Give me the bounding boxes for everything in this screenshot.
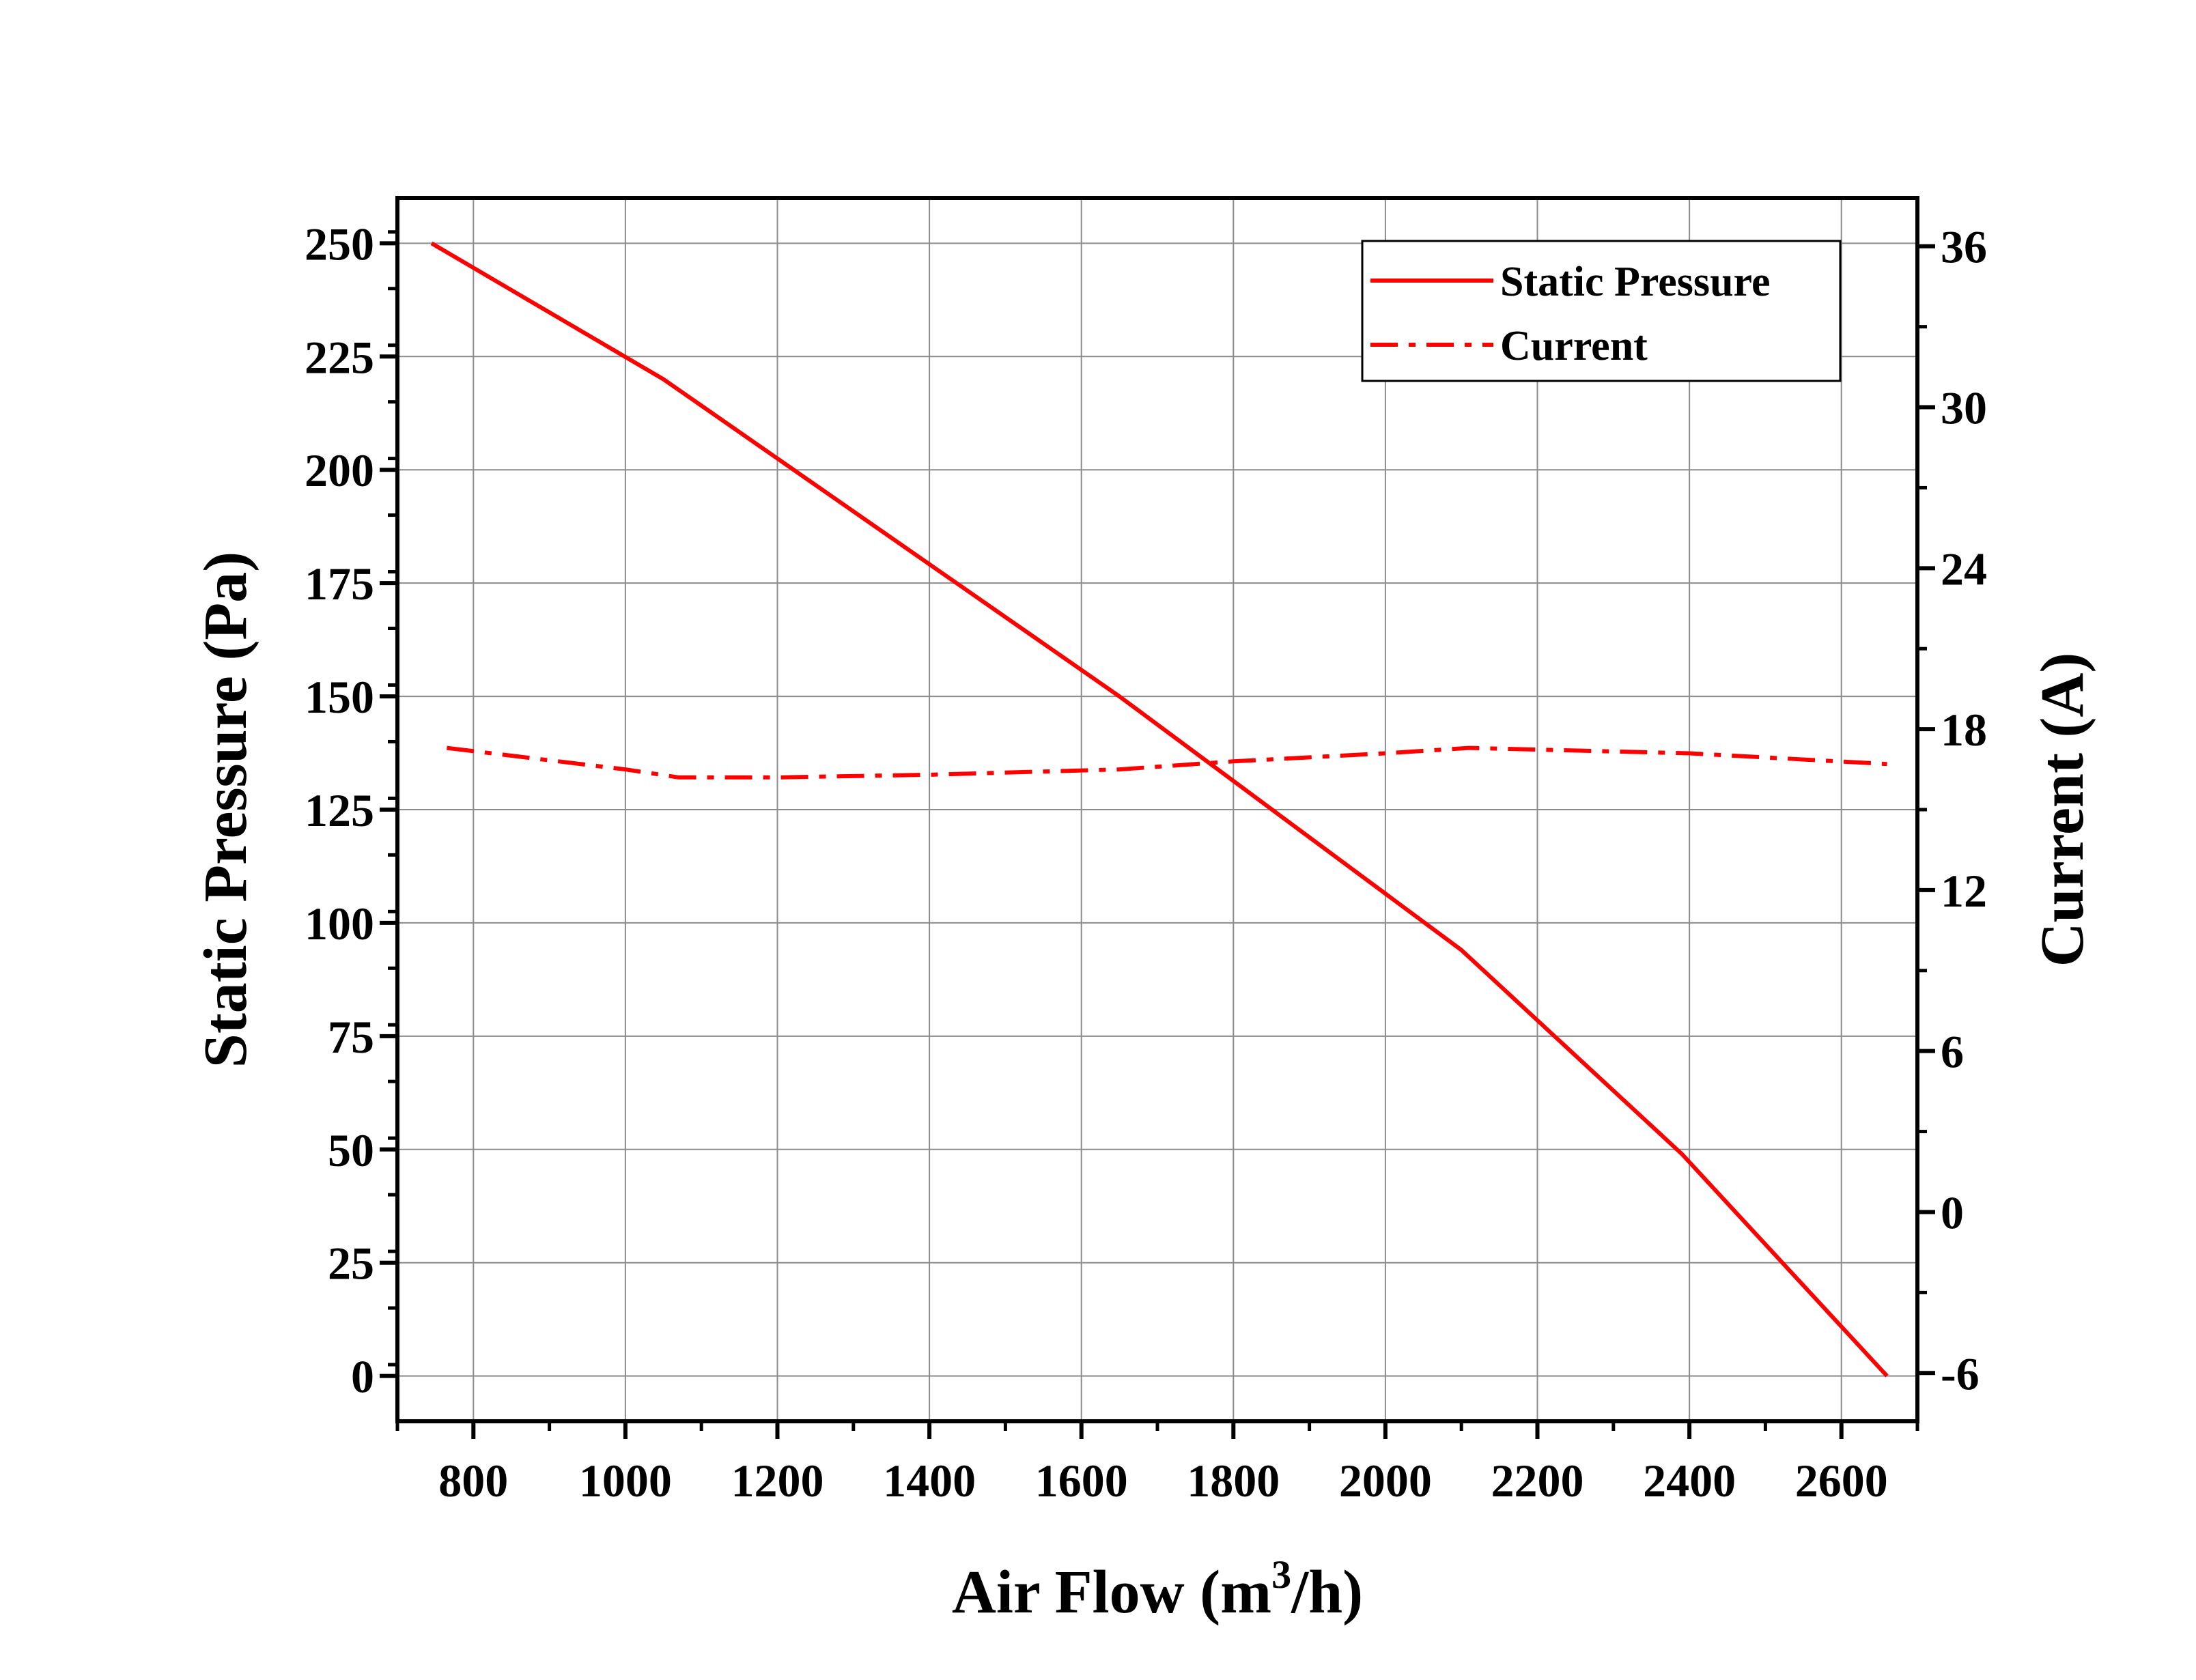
x-axis-title-superscript: 3	[1271, 1552, 1291, 1597]
y2-tick-label: 24	[1941, 543, 1987, 595]
y-axis-title: Static Pressure (Pa)	[192, 552, 259, 1068]
y2-tick-label: 0	[1941, 1186, 1964, 1238]
x-tick-label: 2000	[1339, 1455, 1432, 1507]
y2-tick-label: -6	[1941, 1348, 1980, 1399]
legend: Static Pressure Current	[1361, 240, 1842, 382]
y-tick-label: 25	[328, 1238, 374, 1290]
y-tick-label: 125	[305, 784, 374, 836]
legend-label-static-pressure: Static Pressure	[1500, 259, 1770, 305]
y2-tick-label: 36	[1941, 221, 1987, 273]
tick-labels: 800 1000 1200 1400 1600 1800 2000 2200 2400 26000…	[305, 218, 1987, 1507]
y-tick-label: 225	[305, 331, 374, 383]
x-tick-label: 1200	[731, 1455, 824, 1507]
y2-tick-label: 12	[1941, 865, 1987, 917]
y-tick-label: 150	[305, 671, 374, 723]
x-tick-label: 2400	[1643, 1455, 1736, 1507]
x-tick-label: 1000	[579, 1455, 672, 1507]
y2-tick-label: 30	[1941, 382, 1987, 434]
y-tick-label: 75	[328, 1011, 374, 1063]
x-axis-title: Air Flow (m3/h)	[952, 1552, 1363, 1626]
y-tick-label: 250	[305, 218, 374, 270]
legend-label-current: Current	[1500, 323, 1648, 369]
x-tick-label: 1400	[883, 1455, 976, 1507]
y-tick-label: 175	[305, 558, 374, 610]
x-tick-label: 1800	[1187, 1455, 1280, 1507]
y2-tick-label: 18	[1941, 704, 1987, 756]
y2-axis-title: Current (A)	[2029, 653, 2096, 967]
x-axis-title-tail: /h)	[1291, 1558, 1363, 1626]
y-tick-label: 200	[305, 444, 374, 496]
x-tick-label: 2200	[1491, 1455, 1584, 1507]
series-line-current	[446, 745, 1887, 780]
y2-tick-label: 6	[1941, 1026, 1964, 1078]
x-tick-label: 1600	[1035, 1455, 1128, 1507]
legend-box	[1361, 240, 1842, 382]
x-tick-label: 800	[438, 1455, 508, 1507]
series-line-static-pressure	[430, 241, 1889, 1378]
series-layer	[430, 241, 1889, 1378]
y-tick-label: 50	[328, 1124, 374, 1176]
y-tick-label: 0	[351, 1351, 374, 1403]
x-tick-label: 2600	[1795, 1455, 1888, 1507]
ticks	[380, 230, 1935, 1439]
x-axis-title-main: Air Flow (m	[952, 1558, 1271, 1626]
y-tick-label: 100	[305, 898, 374, 950]
